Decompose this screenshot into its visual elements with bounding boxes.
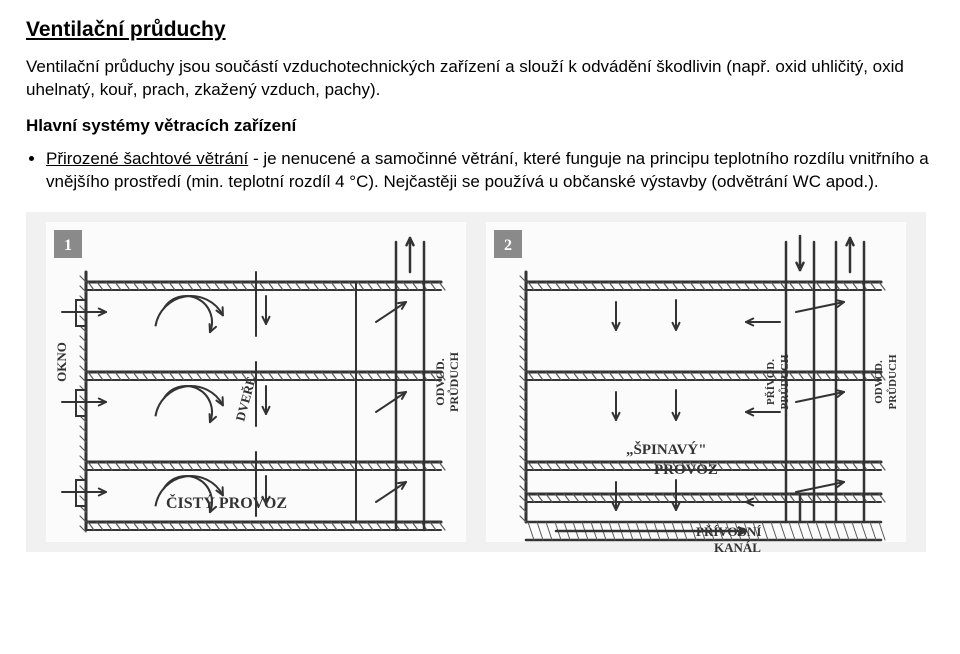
system-name-link: Přirozené šachtové větrání [46,149,248,168]
svg-text:PŘÍVOD.: PŘÍVOD. [765,359,777,405]
svg-text:1: 1 [64,237,72,254]
ventilation-diagram: ČISTÝ PROVOZOKNODVEŘEODVOD.PRŮDUCH1„ŠPIN… [26,212,926,552]
svg-text:PROVOZ: PROVOZ [654,462,718,478]
page-title: Ventilační průduchy [26,18,934,42]
svg-text:PŘÍVODNÍ: PŘÍVODNÍ [696,524,761,539]
svg-text:PRŮDUCH: PRŮDUCH [886,354,899,409]
svg-text:PRŮDUCH: PRŮDUCH [446,351,461,412]
intro-paragraph: Ventilační průduchy jsou součástí vzduch… [26,56,934,102]
svg-text:ČISTÝ PROVOZ: ČISTÝ PROVOZ [166,493,287,512]
svg-text:ODVOD.: ODVOD. [873,360,885,404]
systems-list: Přirozené šachtové větrání - je nenucené… [26,148,934,194]
svg-text:PRŮDUCH: PRŮDUCH [778,354,791,409]
list-item: Přirozené šachtové větrání - je nenucené… [46,148,934,194]
svg-text:OKNO: OKNO [54,342,69,382]
svg-text:„ŠPINAVÝ": „ŠPINAVÝ" [626,441,707,458]
svg-text:2: 2 [504,237,512,254]
svg-text:KANÁL: KANÁL [714,540,761,552]
systems-subheading: Hlavní systémy větracích zařízení [26,116,934,136]
svg-text:ODVOD.: ODVOD. [433,358,447,405]
